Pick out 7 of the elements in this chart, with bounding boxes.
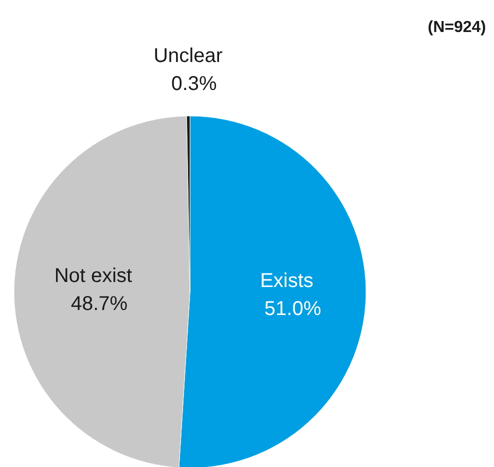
slice-label: Unclear bbox=[154, 45, 223, 68]
slice-label: Not exist bbox=[54, 264, 133, 287]
data-label: 51.0% bbox=[264, 298, 322, 320]
data-label: 48.7% bbox=[70, 292, 128, 315]
data-label: 0.3% bbox=[171, 73, 218, 96]
text: (N=924) bbox=[428, 19, 486, 36]
slice-label: Exists bbox=[260, 270, 314, 292]
